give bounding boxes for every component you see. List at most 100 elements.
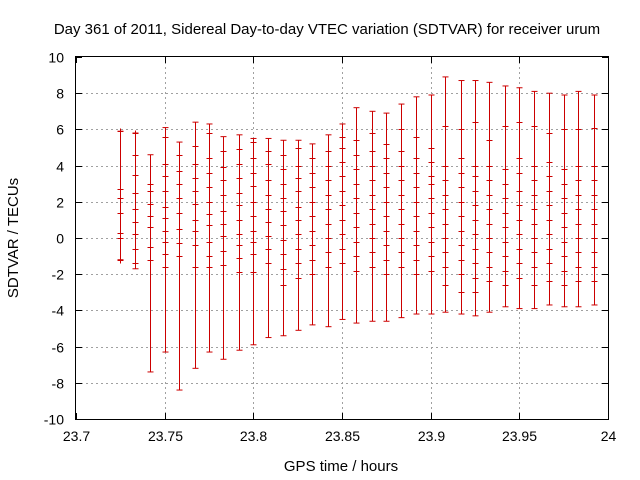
- data-point: [192, 161, 199, 168]
- data-point: [458, 228, 465, 235]
- data-point: [442, 192, 449, 199]
- data-point: [413, 199, 420, 206]
- y-axis-label: SDTVAR / TECUs: [5, 178, 22, 298]
- data-layer: [117, 76, 598, 391]
- data-point: [575, 163, 582, 170]
- data-point: [220, 148, 227, 155]
- data-point: [162, 264, 169, 271]
- data-point: [206, 184, 213, 191]
- data-point: [236, 242, 243, 249]
- data-point: [339, 246, 346, 253]
- data-point: [176, 210, 183, 217]
- data-point: [265, 192, 272, 199]
- data-point: [339, 145, 346, 152]
- data-point: [546, 130, 553, 137]
- data-point: [561, 282, 568, 289]
- x-tick-label: 23.95: [502, 428, 537, 444]
- data-point: [502, 282, 509, 289]
- data-point: [250, 199, 257, 206]
- data-point: [250, 213, 257, 220]
- data-point: [117, 230, 124, 237]
- data-point: [561, 253, 568, 260]
- x-tick-label: 23.85: [325, 428, 360, 444]
- data-point: [591, 177, 598, 184]
- data-point: [575, 192, 582, 199]
- data-point: [325, 264, 332, 271]
- data-point: [206, 222, 213, 229]
- data-point: [486, 206, 493, 213]
- data-point: [413, 228, 420, 235]
- data-point: [591, 163, 598, 170]
- data-point: [531, 123, 538, 130]
- data-point: [132, 206, 139, 213]
- data-point: [353, 137, 360, 144]
- data-point: [516, 231, 523, 238]
- data-point: [369, 235, 376, 242]
- data-point: [486, 163, 493, 170]
- data-point: [280, 266, 287, 273]
- data-point: [325, 249, 332, 256]
- data-point: [265, 177, 272, 184]
- data-point: [220, 262, 227, 269]
- data-point: [486, 278, 493, 285]
- chart-title: Day 361 of 2011, Sidereal Day-to-day VTE…: [54, 21, 600, 38]
- data-point: [280, 181, 287, 188]
- data-point: [236, 217, 243, 224]
- data-point: [339, 188, 346, 195]
- data-point: [117, 195, 124, 202]
- data-point: [546, 173, 553, 180]
- data-point: [383, 242, 390, 249]
- y-tick-label: 8: [56, 86, 64, 102]
- data-point: [502, 181, 509, 188]
- data-point: [132, 231, 139, 238]
- data-point: [176, 226, 183, 233]
- data-point: [309, 242, 316, 249]
- data-point: [117, 257, 124, 264]
- data-point: [472, 289, 479, 296]
- data-point: [398, 163, 405, 170]
- data-point: [280, 282, 287, 289]
- y-tick-label: 4: [56, 159, 64, 175]
- data-point: [472, 188, 479, 195]
- data-point: [486, 249, 493, 256]
- data-point: [575, 126, 582, 133]
- data-point: [192, 264, 199, 271]
- data-point: [162, 239, 169, 246]
- data-point: [280, 222, 287, 229]
- data-point: [383, 170, 390, 177]
- data-point: [117, 128, 124, 135]
- data-point: [280, 237, 287, 244]
- data-point: [162, 251, 169, 258]
- data-point: [575, 278, 582, 285]
- data-point: [472, 173, 479, 180]
- data-point: [162, 204, 169, 211]
- data-point: [295, 275, 302, 282]
- data-point: [561, 195, 568, 202]
- y-tick-label: 6: [56, 122, 64, 138]
- data-point: [428, 239, 435, 246]
- data-point: [220, 233, 227, 240]
- y-tick-label: 10: [48, 50, 64, 66]
- data-point: [369, 249, 376, 256]
- data-point: [369, 148, 376, 155]
- data-point: [250, 155, 257, 162]
- data-point: [516, 260, 523, 267]
- data-point: [516, 155, 523, 162]
- data-point: [369, 264, 376, 271]
- data-point: [236, 269, 243, 276]
- data-point: [546, 159, 553, 166]
- data-point: [546, 188, 553, 195]
- data-point: [458, 199, 465, 206]
- data-point: [472, 275, 479, 282]
- data-point: [206, 170, 213, 177]
- data-point: [458, 257, 465, 264]
- data-point: [561, 268, 568, 275]
- data-point: [309, 271, 316, 278]
- data-point: [353, 239, 360, 246]
- data-point: [339, 202, 346, 209]
- data-point: [132, 260, 139, 267]
- data-point: [502, 210, 509, 217]
- data-point: [486, 221, 493, 228]
- data-point: [591, 249, 598, 256]
- data-point: [531, 221, 538, 228]
